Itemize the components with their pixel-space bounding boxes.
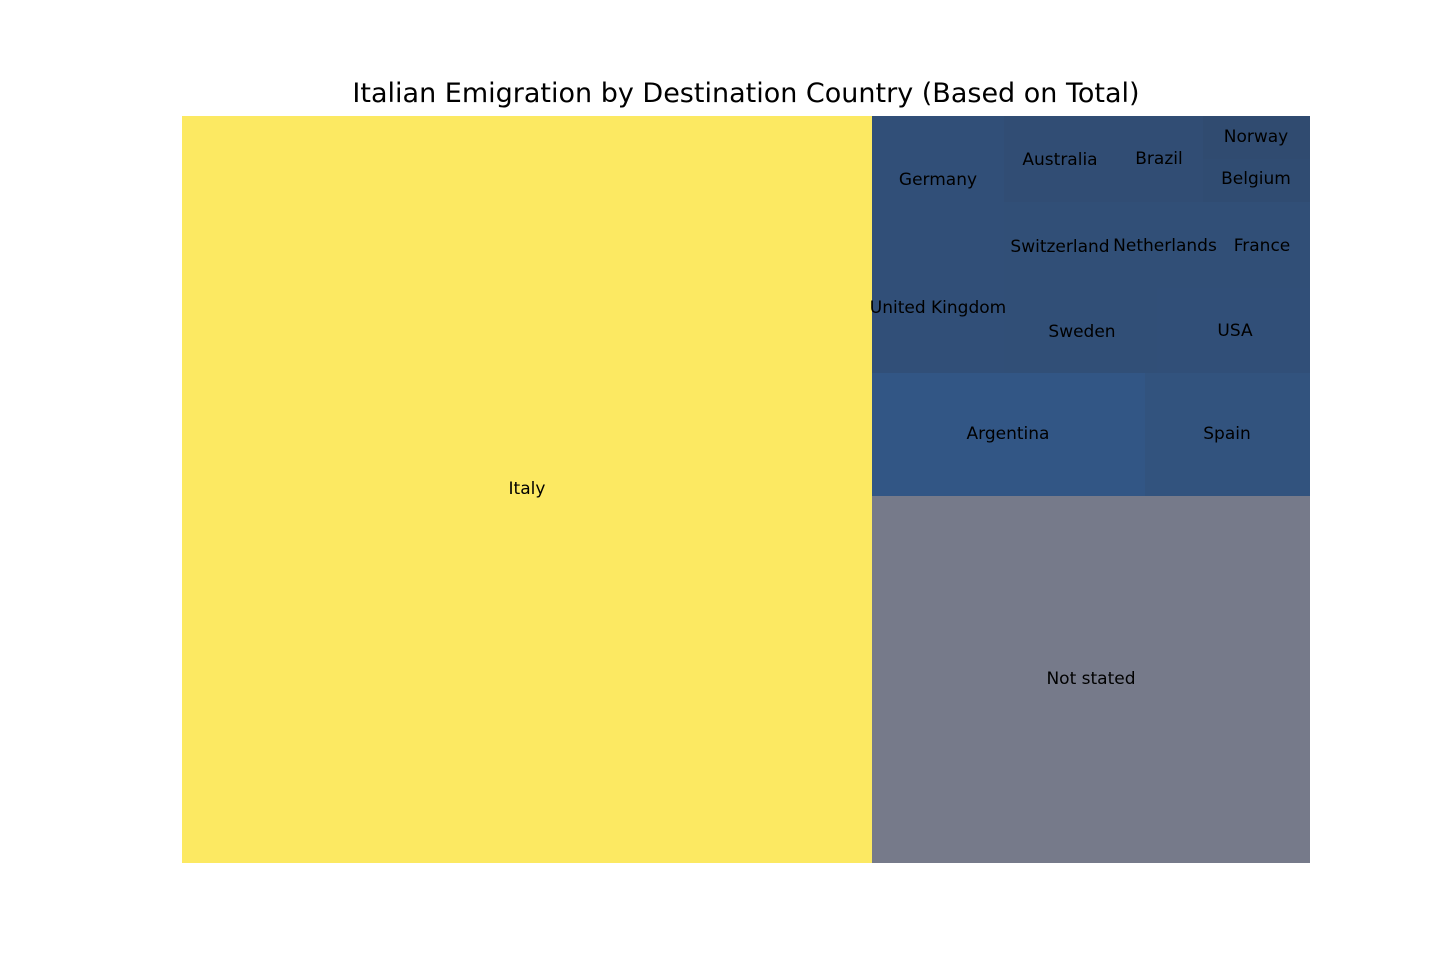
tile-italy (182, 116, 872, 863)
tile-label-sweden: Sweden (1048, 322, 1115, 342)
tile-label-brazil: Brazil (1135, 149, 1182, 169)
tile-label-spain: Spain (1203, 424, 1251, 444)
tile-label-australia: Australia (1022, 150, 1097, 170)
tile-label-netherlands: Netherlands (1113, 236, 1217, 256)
tile-united-kingdom (872, 240, 1004, 373)
tile-netherlands (1116, 202, 1214, 288)
tile-switzerland (1004, 202, 1116, 288)
tile-france (1214, 202, 1310, 288)
chart-title: Italian Emigration by Destination Countr… (352, 78, 1140, 109)
tile-label-switzerland: Switzerland (1010, 237, 1109, 257)
tile-brazil (1116, 116, 1203, 202)
tile-label-norway: Norway (1224, 127, 1289, 147)
tile-label-france: France (1234, 236, 1291, 256)
tile-label-italy: Italy (509, 479, 546, 499)
tile-australia (1004, 116, 1116, 202)
tile-label-not-stated: Not stated (1046, 669, 1135, 689)
tile-belgium (1203, 159, 1310, 202)
tile-usa (1157, 288, 1310, 373)
tile-not-stated (872, 496, 1310, 863)
tile-sweden (1004, 288, 1157, 373)
tile-label-germany: Germany (899, 170, 977, 190)
tile-label-belgium: Belgium (1221, 169, 1291, 189)
tile-label-argentina: Argentina (967, 424, 1050, 444)
tile-spain (1145, 373, 1310, 496)
tile-norway (1203, 116, 1310, 159)
tile-label-usa: USA (1217, 321, 1253, 341)
tile-argentina (872, 373, 1145, 496)
tile-label-united-kingdom: United Kingdom (870, 298, 1006, 318)
tile-germany (872, 116, 1004, 240)
